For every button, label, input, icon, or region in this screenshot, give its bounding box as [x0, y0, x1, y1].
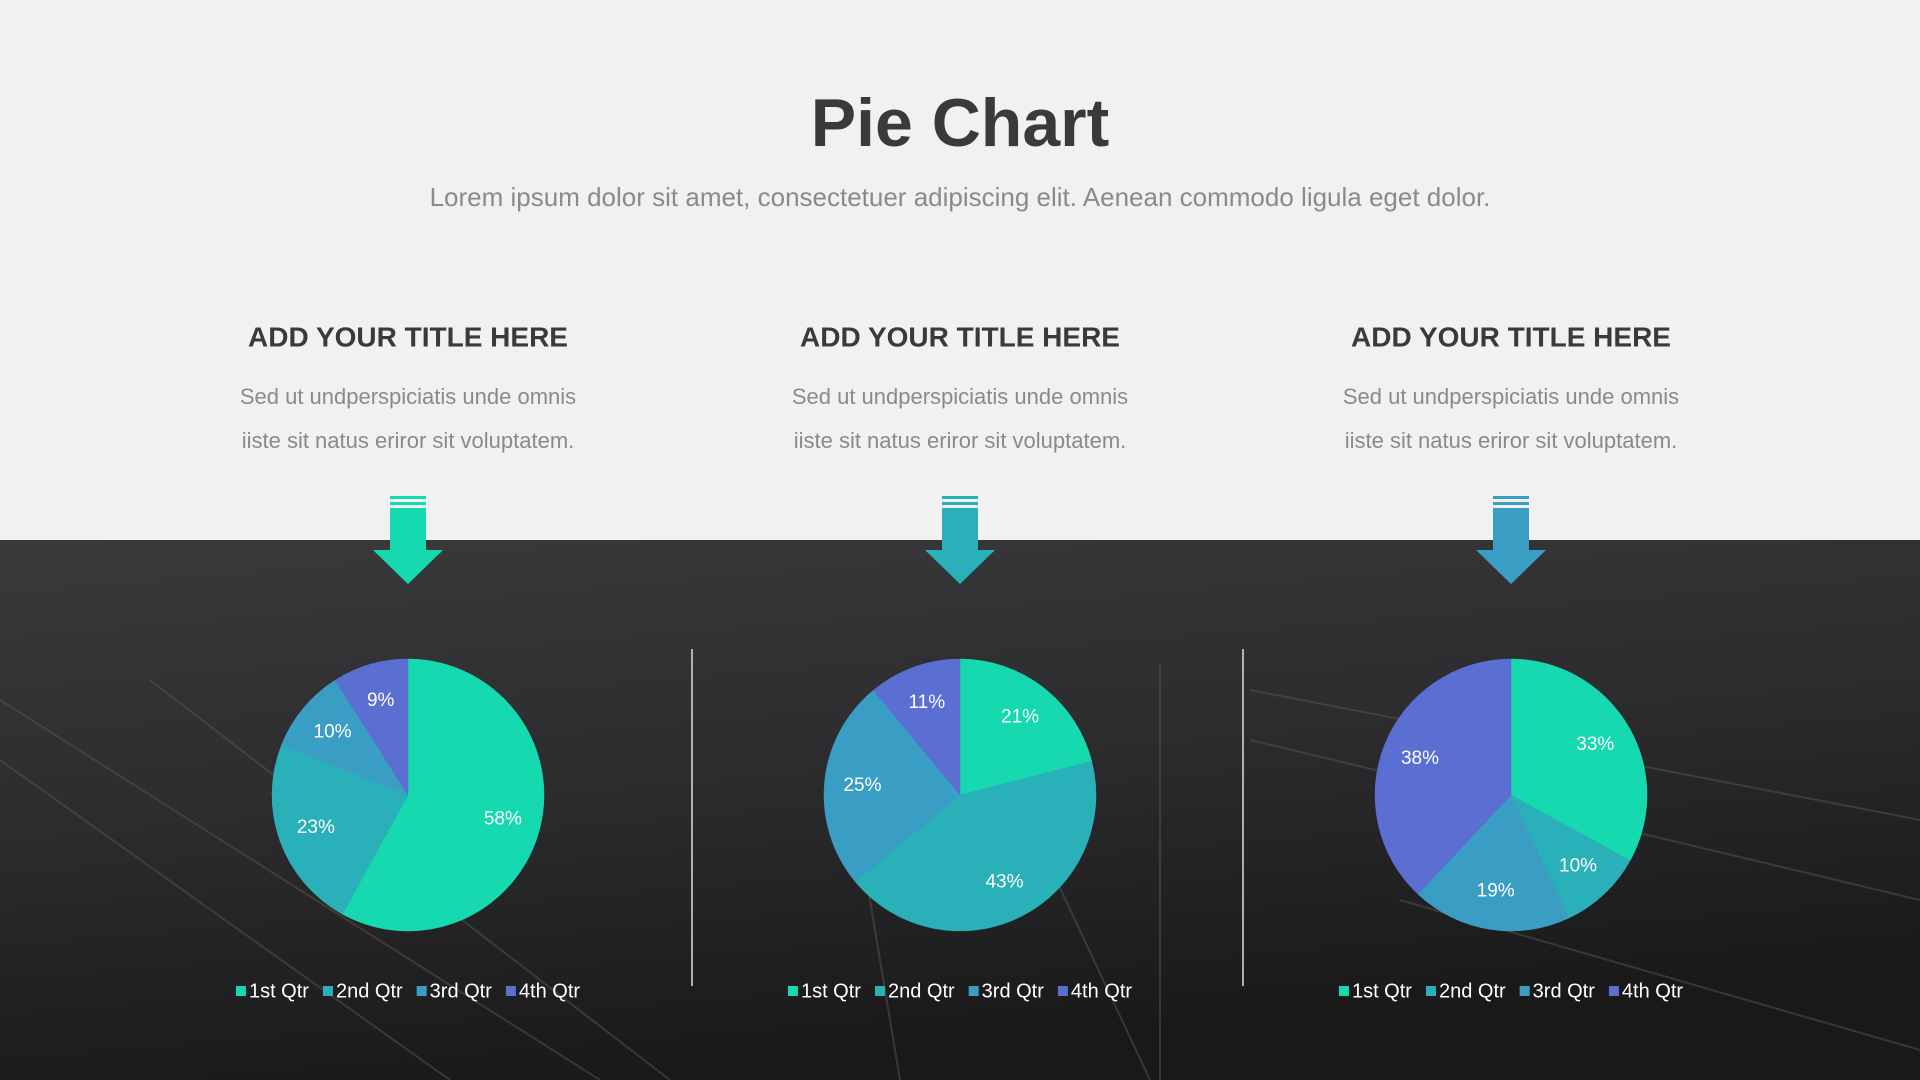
legend-label: 3rd Qtr: [430, 980, 493, 1002]
legend-label: 2nd Qtr: [888, 980, 955, 1002]
page-subtitle: Lorem ipsum dolor sit amet, consectetuer…: [430, 182, 1491, 212]
legend-swatch: [1519, 986, 1530, 996]
legend-label: 1st Qtr: [1352, 980, 1412, 1002]
chart-title: ADD YOUR TITLE HERE: [248, 321, 568, 352]
pie-slice: [1374, 658, 1512, 895]
chart-description: Sed ut undperspiciatis unde omnis: [240, 384, 576, 409]
legend: 1st Qtr 2nd Qtr 3rd Qtr 4th Qtr: [235, 980, 580, 1002]
chart-description: Sed ut undperspiciatis unde omnis: [792, 384, 1128, 409]
slice-label: 23%: [297, 817, 335, 838]
slice-label: 58%: [484, 808, 522, 829]
legend-label: 4th Qtr: [1071, 980, 1132, 1002]
pie-chart: ADD YOUR TITLE HERE Sed ut undperspiciati…: [787, 321, 1132, 1002]
legend-swatch: [1057, 986, 1068, 996]
chart-description: Sed ut undperspiciatis unde omnis: [1343, 384, 1679, 409]
legend-label: 1st Qtr: [801, 980, 861, 1002]
legend-label: 3rd Qtr: [1533, 980, 1596, 1002]
arrow: [1476, 496, 1546, 584]
legend-swatch: [1608, 986, 1619, 996]
arrow: [925, 496, 995, 584]
slice-label: 9%: [367, 690, 395, 711]
pie-slice: [959, 658, 1093, 796]
page-title: Pie Chart: [811, 85, 1110, 161]
pie-chart: ADD YOUR TITLE HERE Sed ut undperspiciati…: [235, 321, 580, 1002]
slice-label: 38%: [1401, 748, 1439, 769]
legend-label: 2nd Qtr: [336, 980, 403, 1002]
chart-description: iiste sit natus eriror sit voluptatem.: [242, 428, 575, 453]
legend-swatch: [505, 986, 516, 996]
legend-swatch: [235, 986, 246, 996]
pie-slice: [334, 658, 409, 796]
chart-description: iiste sit natus eriror sit voluptatem.: [794, 428, 1127, 453]
slice-label: 10%: [314, 722, 352, 743]
pie-slice: [342, 658, 545, 932]
legend-label: 3rd Qtr: [982, 980, 1045, 1002]
slice-label: 10%: [1559, 855, 1597, 876]
legend-swatch: [787, 986, 798, 996]
pie-slice: [1417, 794, 1570, 932]
legend: 1st Qtr 2nd Qtr 3rd Qtr 4th Qtr: [1338, 980, 1683, 1002]
legend-label: 4th Qtr: [519, 980, 580, 1002]
slice-label: 11%: [909, 692, 946, 713]
pie-slice: [872, 658, 961, 796]
legend-swatch: [1338, 986, 1349, 996]
pie-slice: [823, 689, 961, 883]
chart-title: ADD YOUR TITLE HERE: [1351, 321, 1671, 352]
pie-slice: [1510, 794, 1631, 919]
slice-label: 21%: [1001, 707, 1039, 728]
chart-title: ADD YOUR TITLE HERE: [800, 321, 1120, 352]
slice-label: 43%: [985, 871, 1023, 892]
chart-description: iiste sit natus eriror sit voluptatem.: [1345, 428, 1678, 453]
pie-slice: [271, 744, 409, 915]
legend-swatch: [322, 986, 333, 996]
legend-swatch: [874, 986, 885, 996]
pie-slice: [1510, 658, 1648, 861]
legend-swatch: [968, 986, 979, 996]
slice-label: 19%: [1477, 881, 1515, 902]
legend-label: 1st Qtr: [249, 980, 309, 1002]
pie-slice: [854, 760, 1097, 932]
legend: 1st Qtr 2nd Qtr 3rd Qtr 4th Qtr: [787, 980, 1132, 1002]
pie-chart: ADD YOUR TITLE HERE Sed ut undperspiciati…: [1338, 321, 1683, 1002]
legend-swatch: [1425, 986, 1436, 996]
legend-label: 4th Qtr: [1622, 980, 1683, 1002]
slice-label: 25%: [843, 775, 881, 796]
arrow: [373, 496, 443, 584]
pie-slice: [281, 679, 409, 796]
legend-label: 2nd Qtr: [1439, 980, 1506, 1002]
slice-label: 33%: [1576, 734, 1614, 755]
legend-swatch: [416, 986, 427, 996]
